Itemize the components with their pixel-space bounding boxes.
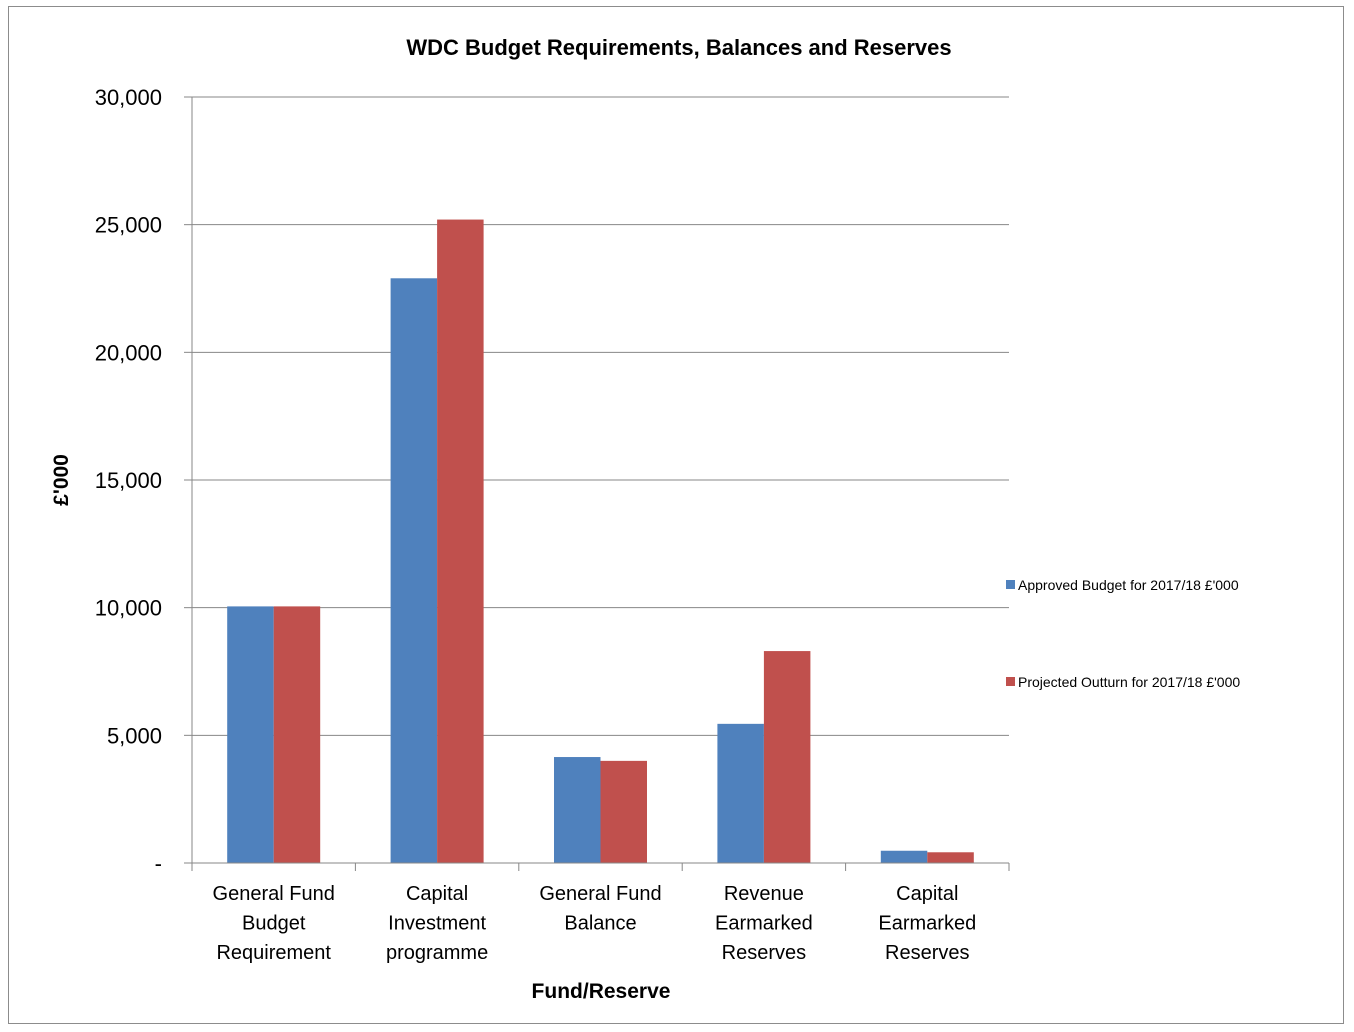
chart-title: WDC Budget Requirements, Balances and Re… (406, 35, 951, 60)
y-tick-label: 30,000 (95, 85, 162, 110)
bars (227, 219, 974, 864)
bar (390, 278, 438, 864)
gridlines (192, 96, 1009, 736)
y-tick-label: 20,000 (95, 340, 162, 365)
x-axis-label: Fund/Reserve (532, 980, 671, 1003)
x-tick-labels: General Fund Budget Requirement Capital Inve… (213, 883, 977, 964)
x-tick-label: General Fund Balance (539, 883, 661, 935)
y-tick-label: 15,000 (95, 468, 162, 493)
bar (437, 219, 484, 863)
y-tick-label: 25,000 (95, 213, 162, 238)
bar (880, 850, 928, 863)
legend-swatch (1006, 677, 1015, 686)
x-tick-label: Capital Earmarked Reserves (878, 883, 976, 964)
bar (273, 606, 321, 863)
y-tick-labels: - 5,000 10,000 15,000 20,000 25,000 30,000 (95, 85, 162, 876)
x-tick-label: Revenue Earmarked Reserves (715, 883, 813, 964)
axes (184, 96, 1010, 871)
y-tick-label: 5,000 (107, 723, 162, 748)
bar (600, 760, 647, 863)
legend-swatch (1006, 580, 1015, 589)
x-tick-label: General Fund Budget Requirement (213, 883, 335, 964)
x-tick-label: Capital Investment programme (386, 883, 488, 964)
bar (227, 606, 274, 863)
legend-label: Projected Outturn for 2017/18 £'000 (1018, 674, 1240, 690)
legend: Approved Budget for 2017/18 £'000 Project… (1006, 577, 1240, 690)
legend-label: Approved Budget for 2017/18 £'000 (1018, 577, 1239, 593)
y-axis-label: £'000 (50, 454, 73, 506)
bar (927, 852, 974, 863)
y-tick-label: 10,000 (95, 596, 162, 621)
y-tick-label: - (155, 851, 162, 876)
bar (763, 651, 811, 863)
bar (554, 757, 601, 863)
bar (717, 723, 764, 863)
